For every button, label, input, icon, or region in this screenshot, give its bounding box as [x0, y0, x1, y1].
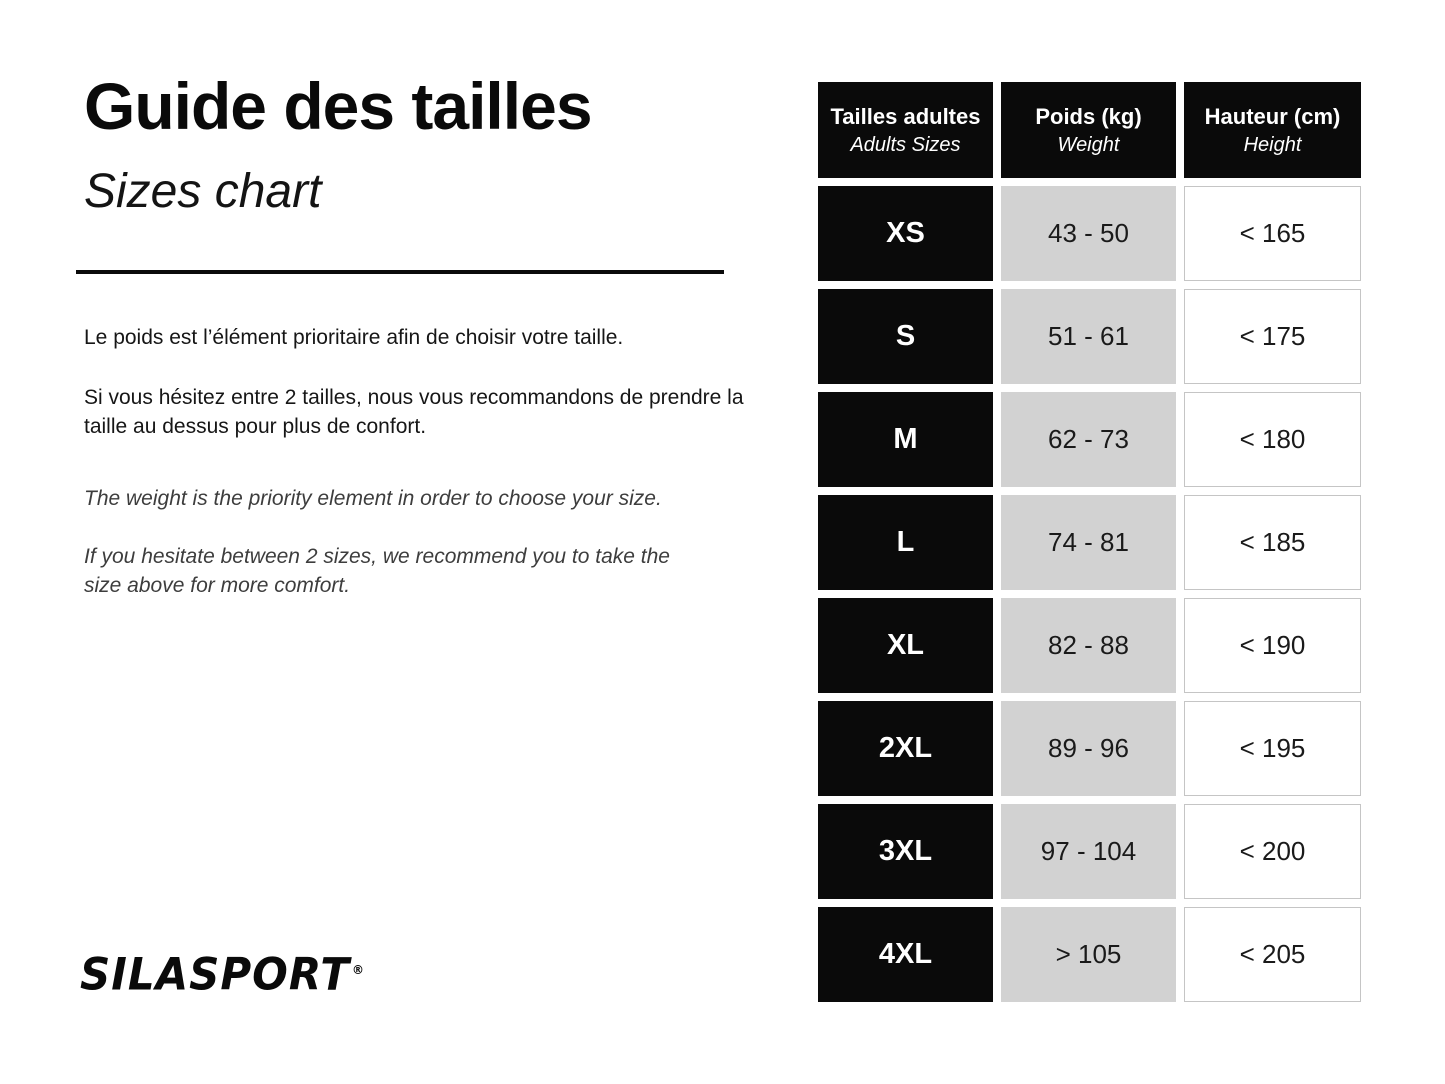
header-height-en: Height [1243, 134, 1302, 157]
size-cell-l: L [818, 495, 993, 590]
intro-french-line2: Si vous hésitez entre 2 tailles, nous vo… [84, 386, 744, 438]
size-cell-xs: XS [818, 186, 993, 281]
header-height-fr: Hauteur (cm) [1204, 103, 1341, 129]
height-cell-m: < 180 [1184, 392, 1361, 487]
header-weight-en: Weight [1057, 134, 1120, 157]
header-weight: Poids (kg) Weight [1001, 82, 1176, 178]
weight-cell-2xl: 89 - 96 [1001, 701, 1176, 796]
size-cell-m: M [818, 392, 993, 487]
height-cell-2xl: < 195 [1184, 701, 1361, 796]
weight-cell-xs: 43 - 50 [1001, 186, 1176, 281]
header-adult-sizes-fr: Tailles adultes [830, 103, 981, 129]
weight-cell-l: 74 - 81 [1001, 495, 1176, 590]
weight-cell-xl: 82 - 88 [1001, 598, 1176, 693]
height-cell-xl: < 190 [1184, 598, 1361, 693]
divider-line [76, 270, 724, 274]
size-cell-s: S [818, 289, 993, 384]
intro-french-line1: Le poids est l’élément prioritaire afin … [84, 326, 624, 349]
height-cell-3xl: < 200 [1184, 804, 1361, 899]
height-cell-xs: < 165 [1184, 186, 1361, 281]
header-adult-sizes-en: Adults Sizes [850, 134, 961, 157]
weight-cell-4xl: > 105 [1001, 907, 1176, 1002]
weight-cell-s: 51 - 61 [1001, 289, 1176, 384]
size-cell-2xl: 2XL [818, 701, 993, 796]
weight-cell-m: 62 - 73 [1001, 392, 1176, 487]
intro-english-line2: If you hesitate between 2 sizes, we reco… [84, 545, 670, 597]
page-title: Guide des tailles [84, 69, 593, 143]
header-height: Hauteur (cm) Height [1184, 82, 1361, 178]
size-cell-xl: XL [818, 598, 993, 693]
size-cell-4xl: 4XL [818, 907, 993, 1002]
registered-trademark-icon: ® [351, 962, 365, 978]
size-table: Tailles adultes Adults Sizes Poids (kg) … [818, 82, 1361, 1002]
page-subtitle: Sizes chart [84, 165, 322, 218]
height-cell-s: < 175 [1184, 289, 1361, 384]
weight-cell-3xl: 97 - 104 [1001, 804, 1176, 899]
height-cell-l: < 185 [1184, 495, 1361, 590]
size-cell-3xl: 3XL [818, 804, 993, 899]
silasport-logo: SILASPORT ® [80, 949, 365, 1000]
intro-english-line1: The weight is the priority element in or… [84, 487, 662, 510]
height-cell-4xl: < 205 [1184, 907, 1361, 1002]
brand-name: SILASPORT [80, 948, 350, 1001]
header-weight-fr: Poids (kg) [1035, 103, 1142, 129]
header-adult-sizes: Tailles adultes Adults Sizes [818, 82, 993, 178]
